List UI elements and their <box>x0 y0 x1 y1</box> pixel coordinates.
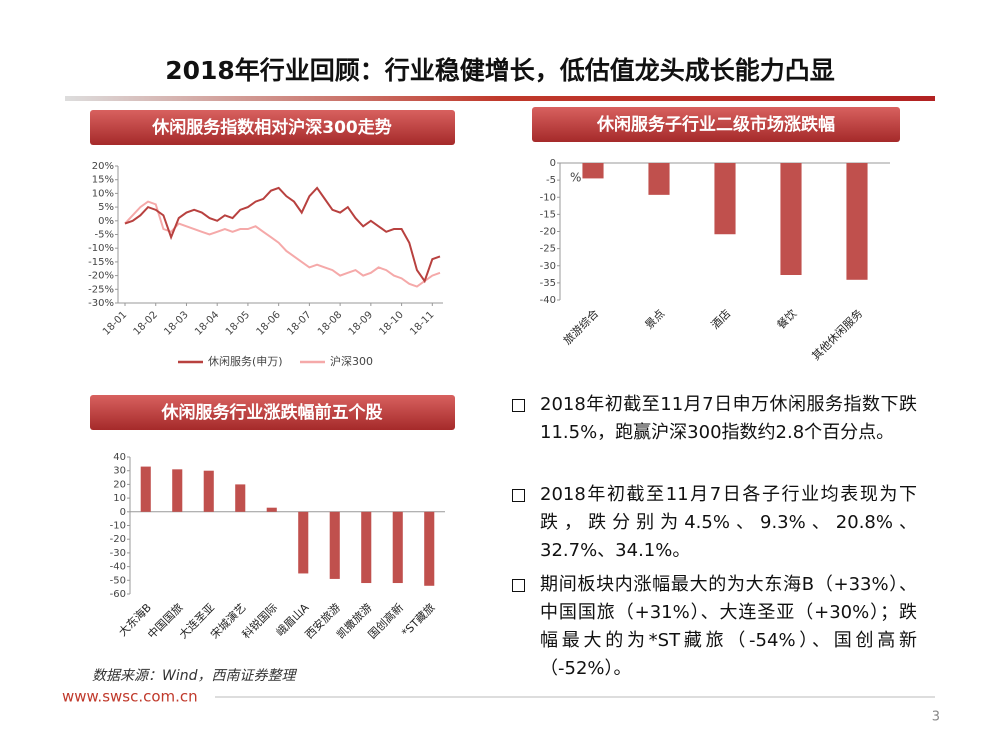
bar <box>424 511 435 586</box>
x-tick-label: 18-08 <box>316 309 344 337</box>
y-tick-label: -25 <box>540 244 556 255</box>
bullet-text: 期间板块内涨幅最大的为大东海B（+33%）、中国国旅（+31%）、大连圣亚（+3… <box>540 574 917 679</box>
bar <box>329 511 340 579</box>
bar <box>648 163 670 195</box>
bar <box>140 466 151 512</box>
x-tick-label: 18-09 <box>347 309 375 337</box>
bar <box>714 163 736 235</box>
x-tick-label: 酒店 <box>708 306 733 331</box>
slide-title: 2018年行业回顾：行业稳健增长，低估值龙头成长能力凸显 <box>165 56 835 85</box>
y-tick-label: -30% <box>88 298 114 309</box>
y-tick-label: -20% <box>88 271 114 282</box>
y-tick-label: -20 <box>110 534 126 545</box>
bullet-text: 2018年初截至11月7日申万休闲服务指数下跌11.5%，跑赢沪深300指数约2… <box>540 394 917 443</box>
y-tick-label: -50 <box>110 575 126 586</box>
banner <box>532 107 900 142</box>
x-tick-label: 18-01 <box>101 309 129 337</box>
source: 数据来源：Wind，西南证券整理 <box>92 668 297 684</box>
x-tick-label: 18-06 <box>255 309 283 337</box>
bar <box>298 511 309 574</box>
title-rule <box>65 96 935 101</box>
y-tick-label: 10% <box>92 188 114 199</box>
x-tick-label: 18-10 <box>377 309 405 337</box>
chart-title: 休闲服务子行业二级市场涨跌幅 <box>596 114 835 135</box>
y-tick-label: -60 <box>110 589 126 600</box>
y-tick-label: -10 <box>540 192 556 203</box>
bar <box>392 511 403 584</box>
bar <box>780 163 802 275</box>
y-tick-label: 15% <box>92 175 114 186</box>
x-tick-label: 18-03 <box>162 309 190 337</box>
y-tick-label: 0 <box>550 158 556 169</box>
y-tick-label: 40 <box>113 452 126 463</box>
y-tick-label: -15% <box>88 257 114 268</box>
x-tick-label: 旅游综合 <box>560 306 601 347</box>
y-tick-label: -40 <box>540 295 556 306</box>
bar <box>582 163 604 179</box>
y-tick-label: -35 <box>540 278 556 289</box>
x-tick-label: 18-05 <box>224 309 252 337</box>
y-tick-label: 5% <box>98 202 114 213</box>
bar <box>361 511 372 584</box>
y-tick-label: 20 <box>113 479 126 490</box>
line-series <box>124 200 441 288</box>
y-tick-label: -40 <box>110 562 126 573</box>
y-tick-label: -10% <box>88 243 114 254</box>
legend-label: 休闲服务(申万) <box>208 354 283 368</box>
banner <box>90 395 455 430</box>
bar <box>846 163 868 280</box>
x-tick-label: 18-04 <box>193 309 221 337</box>
y-tick-label: -30 <box>110 548 126 559</box>
y-tick-label: -15 <box>540 209 556 220</box>
x-tick-label: 18-07 <box>285 309 313 337</box>
page-number: 3 <box>932 710 940 725</box>
chart-title: 休闲服务指数相对沪深300走势 <box>151 117 392 138</box>
bullet-text: 2018年初截至11月7日各子行业均表现为下跌，跌分别为4.5%、9.3%、20… <box>540 484 917 561</box>
x-tick-label: 科锐国际 <box>239 600 280 641</box>
y-tick-label: -30 <box>540 261 556 272</box>
bullet: 期间板块内涨幅最大的为大东海B（+33%）、中国国旅（+31%）、大连圣亚（+3… <box>512 571 917 683</box>
unit-annotation: % <box>570 171 581 185</box>
banner <box>90 110 455 145</box>
legend-label: 沪深300 <box>330 354 373 368</box>
bullet: 2018年初截至11月7日各子行业均表现为下跌，跌分别为4.5%、9.3%、20… <box>512 481 917 565</box>
y-tick-label: 20% <box>92 161 114 172</box>
y-tick-label: 30 <box>113 466 126 477</box>
y-tick-label: 0 <box>120 507 126 518</box>
x-tick-label: 18-02 <box>132 309 160 337</box>
bar <box>172 469 183 512</box>
y-tick-label: -25% <box>88 284 114 295</box>
x-tick-label: 18-11 <box>408 309 436 337</box>
chart-title: 休闲服务行业涨跌幅前五个股 <box>161 402 383 423</box>
y-tick-label: 10 <box>113 493 126 504</box>
y-tick-label: -10 <box>110 521 126 532</box>
y-tick-label: -20 <box>540 227 556 238</box>
x-tick-label: 国创高新 <box>365 600 406 641</box>
x-tick-label: 餐饮 <box>774 306 799 331</box>
bar <box>266 507 277 512</box>
line-series <box>124 186 441 284</box>
bullet: 2018年初截至11月7日申万休闲服务指数下跌11.5%，跑赢沪深300指数约2… <box>512 391 917 447</box>
x-tick-label: 其他休闲服务 <box>809 306 866 363</box>
x-tick-label: *ST藏旅 <box>398 600 437 639</box>
footer-url: www.swsc.com.cn <box>62 688 198 706</box>
y-tick-label: -5 <box>546 175 556 186</box>
y-tick-label: -5% <box>95 230 114 241</box>
x-tick-label: 景点 <box>642 307 667 332</box>
y-tick-label: 0% <box>98 216 114 227</box>
bar <box>235 484 246 512</box>
bar <box>203 470 214 512</box>
